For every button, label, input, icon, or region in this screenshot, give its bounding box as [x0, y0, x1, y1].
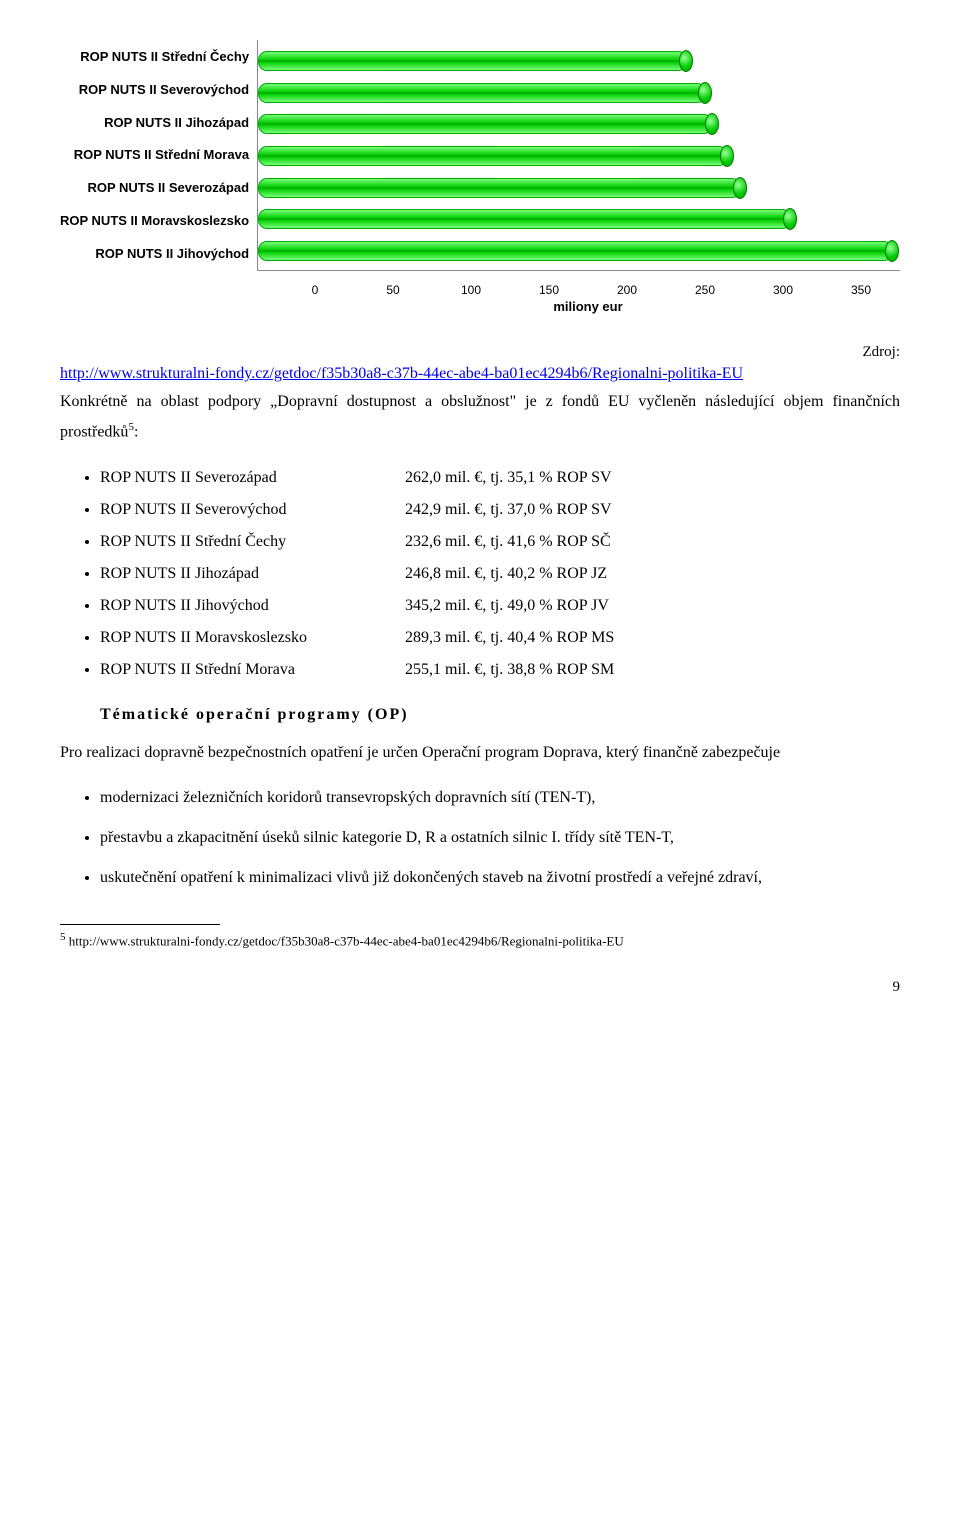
rop-amount: 232,6 mil. €, tj. 41,6 % ROP SČ: [405, 526, 611, 558]
para-op: Pro realizaci dopravně bezpečnostních op…: [60, 738, 900, 768]
rop-region: ROP NUTS II Střední Morava: [100, 654, 405, 686]
footnote-text: http://www.strukturalni-fondy.cz/getdoc/…: [66, 933, 624, 948]
page-number: 9: [60, 979, 900, 996]
rop-region: ROP NUTS II Jihovýchod: [100, 590, 405, 622]
rop-region: ROP NUTS II Jihozápad: [100, 558, 405, 590]
rop-list: ROP NUTS II Severozápad262,0 mil. €, tj.…: [60, 462, 900, 686]
chart-y-label: ROP NUTS II Jihovýchod: [60, 246, 249, 261]
rop-region: ROP NUTS II Severovýchod: [100, 494, 405, 526]
chart-x-tick: 200: [588, 283, 666, 297]
chart-y-label: ROP NUTS II Střední Čechy: [60, 49, 249, 64]
rop-amount: 246,8 mil. €, tj. 40,2 % ROP JZ: [405, 558, 607, 590]
chart-y-label: ROP NUTS II Severozápad: [60, 180, 249, 195]
chart: ROP NUTS II Střední Čechy ROP NUTS II Sev…: [60, 40, 900, 271]
chart-y-label: ROP NUTS II Moravskoslezsko: [60, 213, 249, 228]
list-item: ROP NUTS II Jihozápad246,8 mil. €, tj. 4…: [100, 558, 900, 590]
chart-x-tick: 150: [510, 283, 588, 297]
rop-amount: 345,2 mil. €, tj. 49,0 % ROP JV: [405, 590, 609, 622]
chart-bar: [258, 83, 900, 101]
footnote-separator: [60, 924, 220, 925]
list-item: ROP NUTS II Severozápad262,0 mil. €, tj.…: [100, 462, 900, 494]
rop-region: ROP NUTS II Moravskoslezsko: [100, 622, 405, 654]
chart-bar: [258, 241, 900, 259]
intro-text: Konkrétně na oblast podpory „Dopravní do…: [60, 393, 900, 441]
chart-y-labels: ROP NUTS II Střední Čechy ROP NUTS II Sev…: [60, 40, 257, 270]
chart-x-tick: 0: [276, 283, 354, 297]
list-item: ROP NUTS II Severovýchod242,9 mil. €, tj…: [100, 494, 900, 526]
list-item: ROP NUTS II Jihovýchod345,2 mil. €, tj. …: [100, 590, 900, 622]
chart-y-label: ROP NUTS II Jihozápad: [60, 115, 249, 130]
chart-plot: [257, 40, 900, 271]
source-link[interactable]: http://www.strukturalni-fondy.cz/getdoc/…: [60, 365, 743, 382]
chart-x-tick: 250: [666, 283, 744, 297]
list-item: ROP NUTS II Moravskoslezsko289,3 mil. €,…: [100, 622, 900, 654]
chart-x-tick: 300: [744, 283, 822, 297]
rop-amount: 262,0 mil. €, tj. 35,1 % ROP SV: [405, 462, 612, 494]
section-heading: Tématické operační programy (OP): [100, 706, 900, 724]
intro-paragraph: Konkrétně na oblast podpory „Dopravní do…: [60, 387, 900, 448]
chart-bar: [258, 178, 900, 196]
chart-bar: [258, 146, 900, 164]
source-label: Zdroj:: [863, 344, 901, 360]
list-item: ROP NUTS II Střední Morava255,1 mil. €, …: [100, 654, 900, 686]
chart-y-label: ROP NUTS II Severovýchod: [60, 82, 249, 97]
chart-bar: [258, 114, 900, 132]
op-bullets: modernizaci železničních koridorů transe…: [60, 783, 900, 894]
chart-x-tick: 100: [432, 283, 510, 297]
rop-region: ROP NUTS II Střední Čechy: [100, 526, 405, 558]
intro-tail: :: [134, 424, 138, 441]
list-item: přestavbu a zkapacitnění úseků silnic ka…: [100, 823, 900, 853]
chart-x-title: miliony eur: [276, 299, 900, 314]
chart-x-tick: 50: [354, 283, 432, 297]
chart-bar: [258, 51, 900, 69]
rop-region: ROP NUTS II Severozápad: [100, 462, 405, 494]
chart-x-tick: 350: [822, 283, 900, 297]
rop-amount: 289,3 mil. €, tj. 40,4 % ROP MS: [405, 622, 614, 654]
rop-amount: 242,9 mil. €, tj. 37,0 % ROP SV: [405, 494, 612, 526]
chart-bar: [258, 209, 900, 227]
list-item: modernizaci železničních koridorů transe…: [100, 783, 900, 813]
chart-y-label: ROP NUTS II Střední Morava: [60, 147, 249, 162]
source-url: http://www.strukturalni-fondy.cz/getdoc/…: [60, 365, 900, 383]
chart-x-axis: 050100150200250300350: [276, 279, 900, 297]
footnote: 5 http://www.strukturalni-fondy.cz/getdo…: [60, 931, 900, 949]
list-item: uskutečnění opatření k minimalizaci vliv…: [100, 863, 900, 893]
source-line: Zdroj:: [60, 344, 900, 361]
list-item: ROP NUTS II Střední Čechy232,6 mil. €, t…: [100, 526, 900, 558]
rop-amount: 255,1 mil. €, tj. 38,8 % ROP SM: [405, 654, 614, 686]
